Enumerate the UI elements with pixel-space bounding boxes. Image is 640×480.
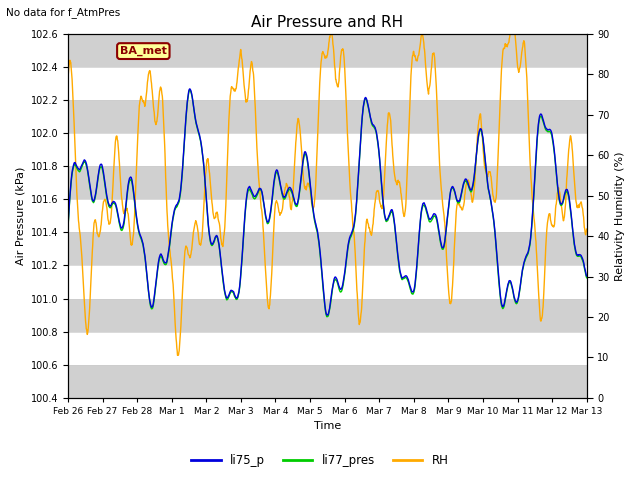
Y-axis label: Air Pressure (kPa): Air Pressure (kPa) [15,167,25,265]
Bar [68,365,587,398]
Bar [68,299,587,332]
Legend: li75_p, li77_pres, RH: li75_p, li77_pres, RH [187,449,453,472]
Bar [68,332,587,365]
Bar [68,67,587,100]
Text: BA_met: BA_met [120,46,167,56]
Y-axis label: Relativity Humidity (%): Relativity Humidity (%) [615,151,625,281]
Text: No data for f_AtmPres: No data for f_AtmPres [6,7,121,18]
Bar [68,166,587,199]
Bar [68,265,587,299]
Bar [68,199,587,232]
Bar [68,100,587,133]
Bar [68,232,587,265]
X-axis label: Time: Time [314,421,341,432]
Bar [68,133,587,166]
Bar [68,34,587,67]
Title: Air Pressure and RH: Air Pressure and RH [252,15,403,30]
